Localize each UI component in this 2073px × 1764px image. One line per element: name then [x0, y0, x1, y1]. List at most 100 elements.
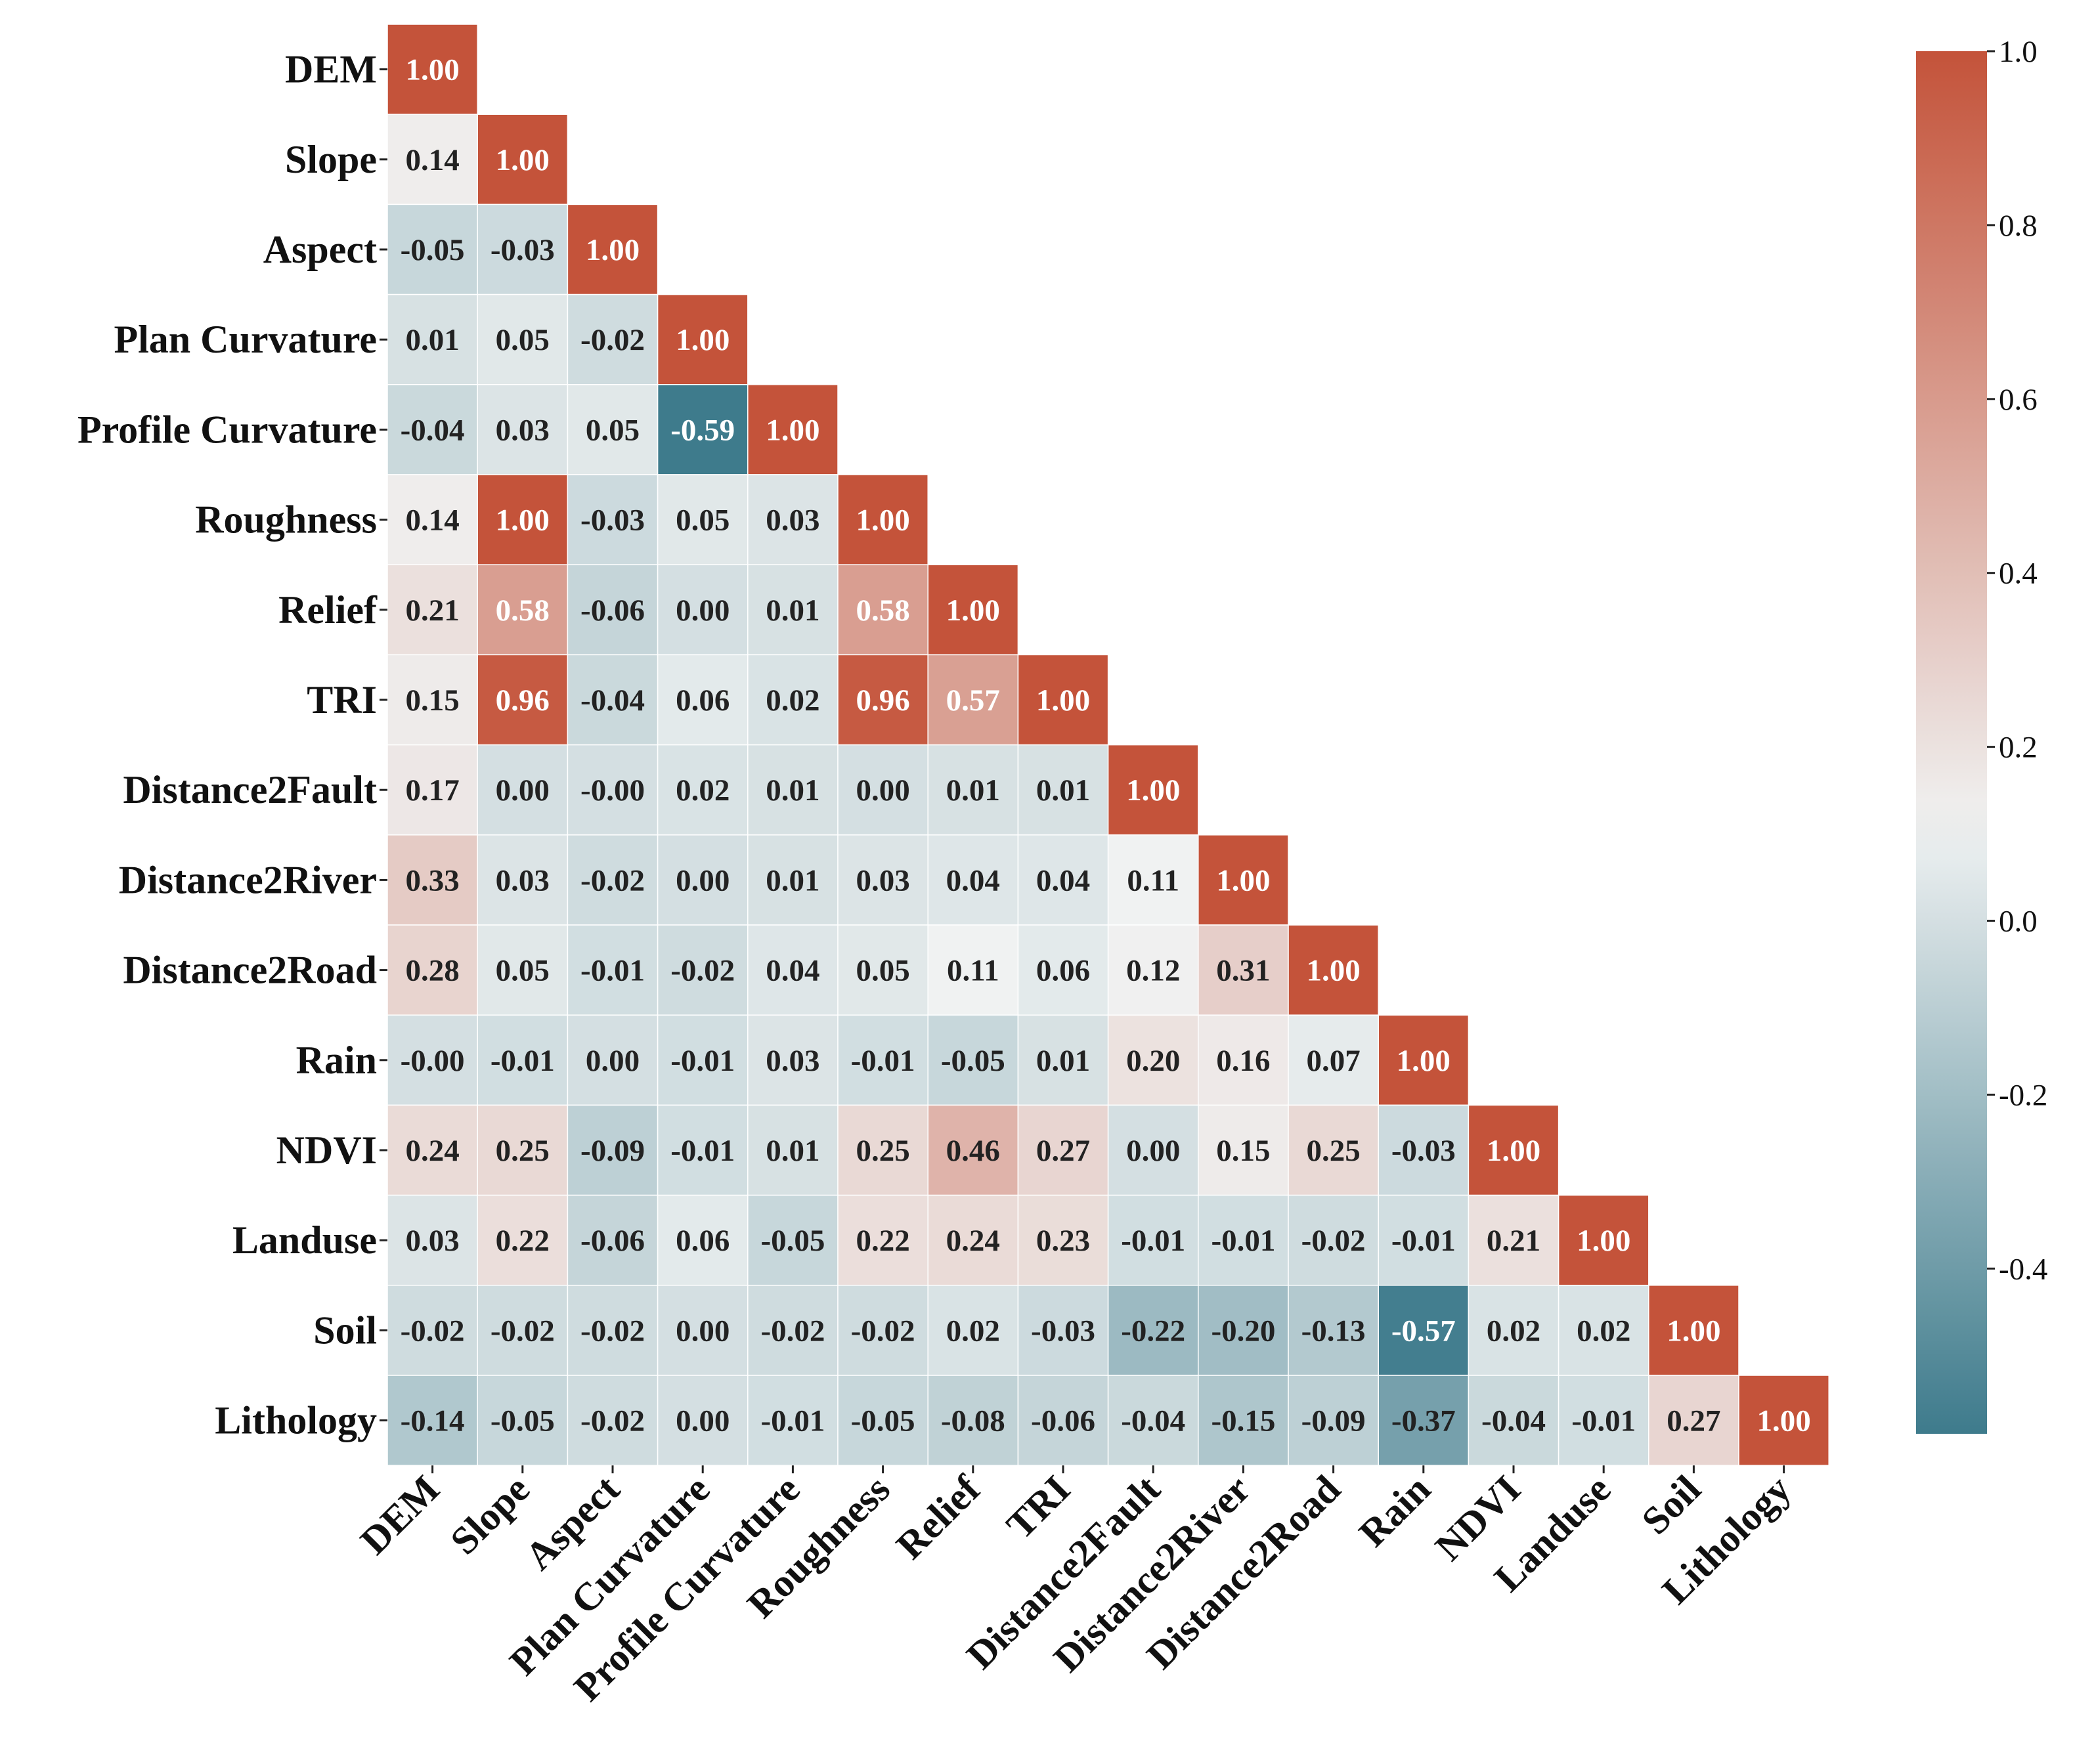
- heatmap-cells: [387, 24, 1829, 1466]
- cell-value-label: 0.01: [946, 773, 1000, 807]
- cell-value-label: -0.06: [1031, 1404, 1095, 1438]
- cell-value-label: 0.24: [946, 1224, 1000, 1258]
- cell-value-label: 1.00: [1126, 773, 1180, 807]
- cell-value-label: -0.02: [851, 1314, 915, 1348]
- cell-value-label: 0.00: [856, 773, 909, 807]
- cell-value-label: 0.00: [496, 773, 550, 807]
- cell-value-label: -0.05: [760, 1224, 825, 1258]
- cell-value-label: 0.05: [586, 413, 640, 447]
- heatmap-cell: [1198, 1014, 1289, 1106]
- cell-value-label: 1.00: [1487, 1134, 1540, 1168]
- heatmap-cell: [1107, 1014, 1199, 1106]
- cell-value-label: 0.31: [1216, 954, 1270, 988]
- cell-value-label: 0.02: [766, 683, 819, 718]
- cell-value-label: 0.22: [856, 1224, 909, 1258]
- cell-value-label: 0.02: [676, 773, 730, 807]
- column-label: Relief: [888, 1467, 988, 1567]
- row-label: Landuse: [232, 1218, 377, 1262]
- cell-value-label: 0.24: [405, 1134, 459, 1168]
- cell-value-label: 1.00: [496, 143, 550, 177]
- cell-value-label: 1.00: [496, 504, 550, 538]
- heatmap-cell: [567, 1375, 659, 1466]
- cell-value-label: 0.58: [496, 593, 550, 628]
- cell-value-label: 0.07: [1306, 1044, 1360, 1078]
- cell-value-label: -0.01: [1211, 1224, 1275, 1258]
- heatmap-cell: [567, 384, 659, 475]
- heatmap-cell: [387, 204, 478, 295]
- heatmap-cell: [477, 293, 569, 385]
- heatmap-cell: [747, 474, 839, 565]
- heatmap-cell: [477, 114, 569, 205]
- heatmap-cell: [657, 293, 749, 385]
- cell-value-label: 0.04: [766, 954, 819, 988]
- heatmap-cell: [747, 384, 839, 475]
- cell-value-label: -0.15: [1211, 1404, 1275, 1438]
- heatmap-cell: [1017, 1014, 1109, 1106]
- cell-value-label: 0.04: [946, 863, 1000, 897]
- heatmap-cell: [837, 744, 928, 836]
- cell-value-label: -0.00: [580, 773, 645, 807]
- heatmap-cell: [837, 474, 928, 565]
- cell-value-label: 0.06: [676, 1224, 730, 1258]
- cell-value-label: -0.01: [851, 1044, 915, 1078]
- cell-value-label: -0.02: [491, 1314, 555, 1348]
- colorbar-tick-label: 0.8: [1999, 209, 2038, 243]
- heatmap-cell: [477, 924, 569, 1016]
- heatmap-cell: [657, 1104, 749, 1196]
- cell-value-label: 0.00: [1126, 1134, 1180, 1168]
- colorbar-tick-label: 0.6: [1999, 383, 2038, 417]
- row-labels: DEM Slope Aspect Plan Curvature Profile Curv…: [77, 48, 387, 1442]
- heatmap-cell: [1017, 1375, 1109, 1466]
- cell-value-label: -0.03: [580, 504, 645, 538]
- cell-value-label: -0.04: [401, 413, 465, 447]
- cell-value-label: -0.01: [1121, 1224, 1185, 1258]
- cell-value-label: 0.00: [676, 1314, 730, 1348]
- heatmap-cell: [1468, 1194, 1560, 1286]
- cell-value-label: -0.09: [1301, 1404, 1366, 1438]
- cell-value-label: 0.05: [496, 323, 550, 357]
- cell-value-label: -0.01: [670, 1134, 735, 1168]
- cell-value-label: -0.02: [670, 954, 735, 988]
- heatmap-cell: [567, 744, 659, 836]
- heatmap-cell: [1378, 1194, 1470, 1286]
- heatmap-cell: [387, 834, 478, 926]
- heatmap-cell: [747, 1104, 839, 1196]
- heatmap-cell: [1017, 834, 1109, 926]
- heatmap-cell: [477, 384, 569, 475]
- cell-value-label: -0.05: [401, 233, 465, 267]
- heatmap-cell: [1107, 924, 1199, 1016]
- colorbar-tick-label: 0.4: [1999, 557, 2038, 591]
- cell-value-label: -0.01: [760, 1404, 825, 1438]
- cell-value-label: 0.01: [766, 863, 819, 897]
- heatmap-cell: [1107, 1104, 1199, 1196]
- cell-value-label: 1.00: [856, 504, 909, 538]
- cell-value-label: 0.96: [496, 683, 550, 718]
- cell-value-label: -0.02: [580, 323, 645, 357]
- cell-value-label: -0.01: [1571, 1404, 1636, 1438]
- heatmap-cell: [747, 834, 839, 926]
- cell-value-label: 1.00: [1667, 1314, 1720, 1348]
- heatmap-cell: [1017, 1104, 1109, 1196]
- row-label: Distance2River: [119, 858, 377, 901]
- cell-value-label: 0.96: [856, 683, 909, 718]
- colorbar: 1.0 0.8 0.6 0.4 0.2 0.0 -0.2 -0.4: [1916, 35, 2047, 1434]
- heatmap-cell: [387, 24, 478, 115]
- row-label: Rain: [296, 1039, 377, 1082]
- heatmap-cell: [1738, 1375, 1829, 1466]
- heatmap-cell: [387, 564, 478, 656]
- cell-value-label: -0.22: [1121, 1314, 1185, 1348]
- cell-value-label: 0.27: [1667, 1404, 1720, 1438]
- heatmap-cell: [837, 564, 928, 656]
- cell-value-label: 0.01: [1036, 1044, 1090, 1078]
- cell-value-label: -0.05: [941, 1044, 1005, 1078]
- heatmap-cell: [387, 1194, 478, 1286]
- heatmap-cell: [927, 1104, 1019, 1196]
- cell-value-label: -0.06: [580, 593, 645, 628]
- cell-value-label: 0.00: [586, 1044, 640, 1078]
- heatmap-cell: [1558, 1194, 1649, 1286]
- heatmap-cell: [567, 474, 659, 565]
- heatmap-cell: [927, 1014, 1019, 1106]
- cell-value-label: -0.01: [580, 954, 645, 988]
- cell-value-label: 0.04: [1036, 863, 1090, 897]
- heatmap-cell: [477, 474, 569, 565]
